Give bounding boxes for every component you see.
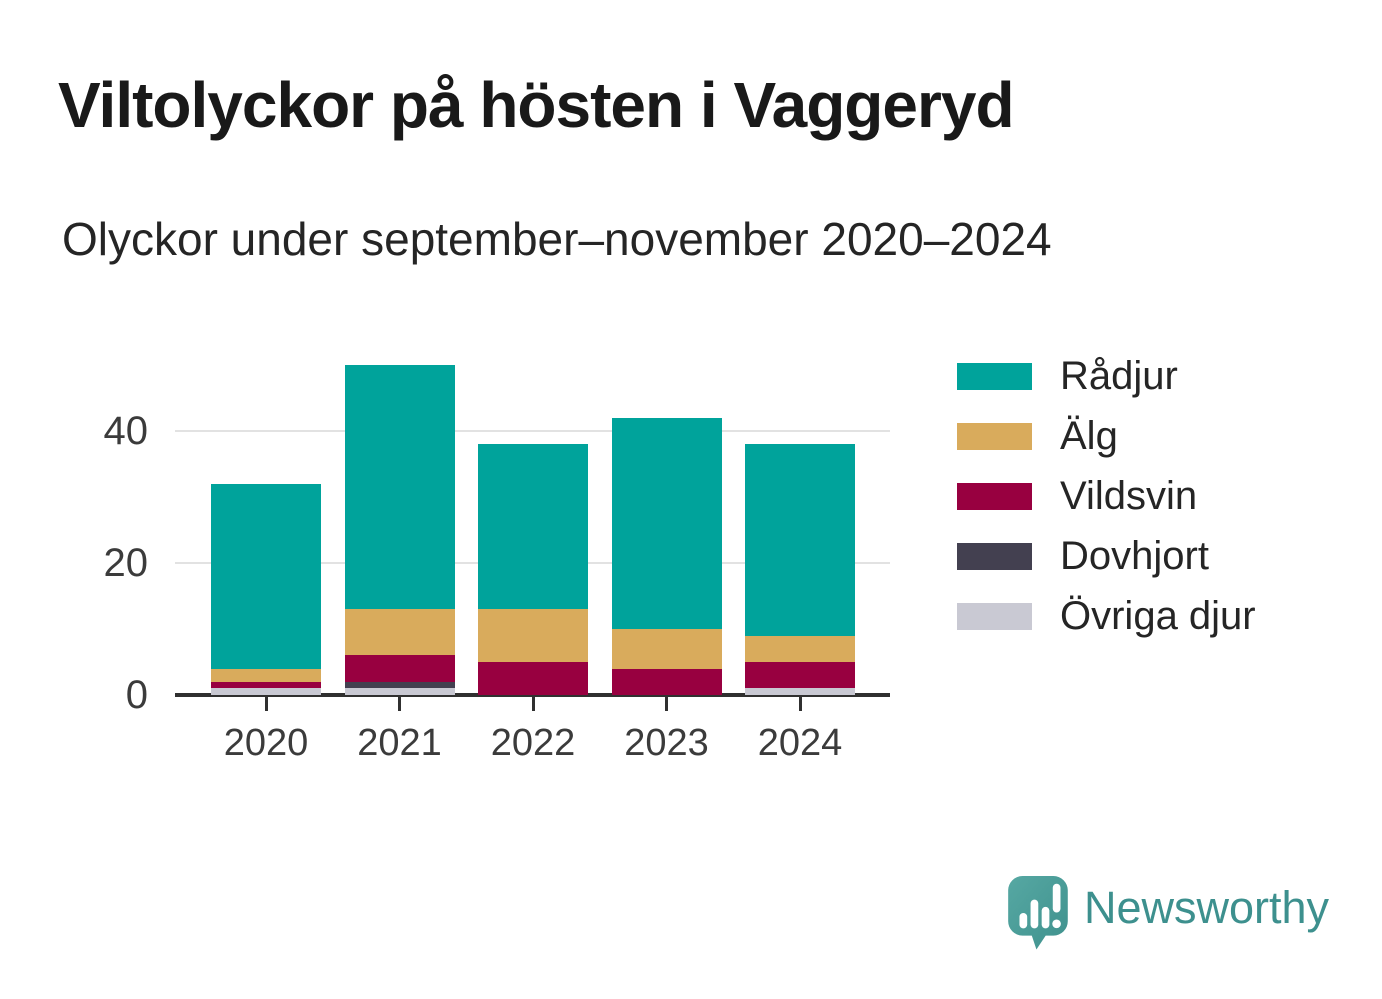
legend-item-älg: Älg xyxy=(957,416,1256,456)
x-tick-label-2024: 2024 xyxy=(757,722,843,764)
brand-logo: Newsworthy xyxy=(1008,876,1329,950)
bar-segment-2021-dovhjort xyxy=(344,681,455,689)
bar-2022 xyxy=(478,340,588,695)
y-tick-label-20: 20 xyxy=(103,541,149,585)
bar-segment-2020-övriga-djur xyxy=(211,688,321,695)
x-tick-mark-2021 xyxy=(398,697,401,711)
x-tick-label-2023: 2023 xyxy=(624,722,709,764)
bar-segment-2022-älg xyxy=(478,609,588,662)
bar-segment-2023-vildsvin xyxy=(611,668,722,695)
x-tick-label-2020: 2020 xyxy=(223,722,309,764)
bar-2023 xyxy=(611,340,722,695)
bar-segment-2022-vildsvin xyxy=(478,662,588,695)
legend-swatch xyxy=(957,602,1032,630)
bar-segment-2023-älg xyxy=(611,629,722,669)
legend-label: Övriga djur xyxy=(1060,594,1256,638)
bar-segment-2024-vildsvin xyxy=(745,662,855,689)
plot-area: 0 20 40 2020 2021 2022 2023 2024 xyxy=(104,340,890,763)
legend-swatch xyxy=(957,542,1032,570)
legend-item-rådjur: Rådjur xyxy=(957,356,1256,396)
x-tick-mark-2024 xyxy=(798,697,802,711)
legend-swatch xyxy=(957,362,1032,390)
gridline-40 xyxy=(175,430,890,432)
bar-segment-2024-älg xyxy=(745,635,855,662)
brand-logo-text: Newsworthy xyxy=(1084,882,1330,933)
bar-segment-2020-älg xyxy=(211,668,321,682)
newsworthy-speech-bubble-bar-chart-icon xyxy=(1008,876,1068,950)
legend-label: Rådjur xyxy=(1060,354,1178,398)
bar-segment-2021-vildsvin xyxy=(344,655,455,682)
chart-title: Viltolyckor på hösten i Vaggeryd xyxy=(58,69,1015,141)
bar-segment-2023-rådjur xyxy=(611,417,722,629)
legend-label: Dovhjort xyxy=(1060,534,1209,578)
y-tick-label-0: 0 xyxy=(125,673,148,717)
legend-item-dovhjort: Dovhjort xyxy=(957,536,1256,576)
bar-segment-2021-älg xyxy=(344,609,455,656)
bar-segment-2020-rådjur xyxy=(211,483,321,669)
bar-segment-2022-rådjur xyxy=(478,444,588,610)
bar-segment-2021-övriga-djur xyxy=(344,688,455,695)
legend-swatch xyxy=(957,482,1032,510)
bar-segment-2020-vildsvin xyxy=(211,681,321,689)
x-tick-label-2022: 2022 xyxy=(490,722,576,764)
bar-2021 xyxy=(344,340,455,695)
legend-label: Vildsvin xyxy=(1060,474,1198,518)
legend-label: Älg xyxy=(1060,414,1118,458)
x-tick-mark-2022 xyxy=(531,697,535,711)
x-tick-label-2021: 2021 xyxy=(357,722,442,764)
bar-segment-2021-rådjur xyxy=(344,365,455,610)
legend-item-övriga-djur: Övriga djur xyxy=(957,596,1256,636)
bar-segment-2024-rådjur xyxy=(745,444,855,636)
legend-item-vildsvin: Vildsvin xyxy=(957,476,1256,516)
x-axis-line xyxy=(175,693,890,697)
legend: Rådjur Älg Vildsvin Dovhjort Övriga djur xyxy=(957,356,1256,656)
x-tick-mark-2020 xyxy=(264,697,268,711)
bar-segment-2024-övriga-djur xyxy=(745,688,855,695)
chart-subtitle: Olyckor under september–november 2020–20… xyxy=(62,213,1052,265)
bar-2020 xyxy=(211,340,321,695)
x-tick-mark-2023 xyxy=(665,697,668,711)
legend-swatch xyxy=(957,422,1032,450)
y-tick-label-40: 40 xyxy=(103,409,149,453)
bar-2024 xyxy=(745,340,855,695)
